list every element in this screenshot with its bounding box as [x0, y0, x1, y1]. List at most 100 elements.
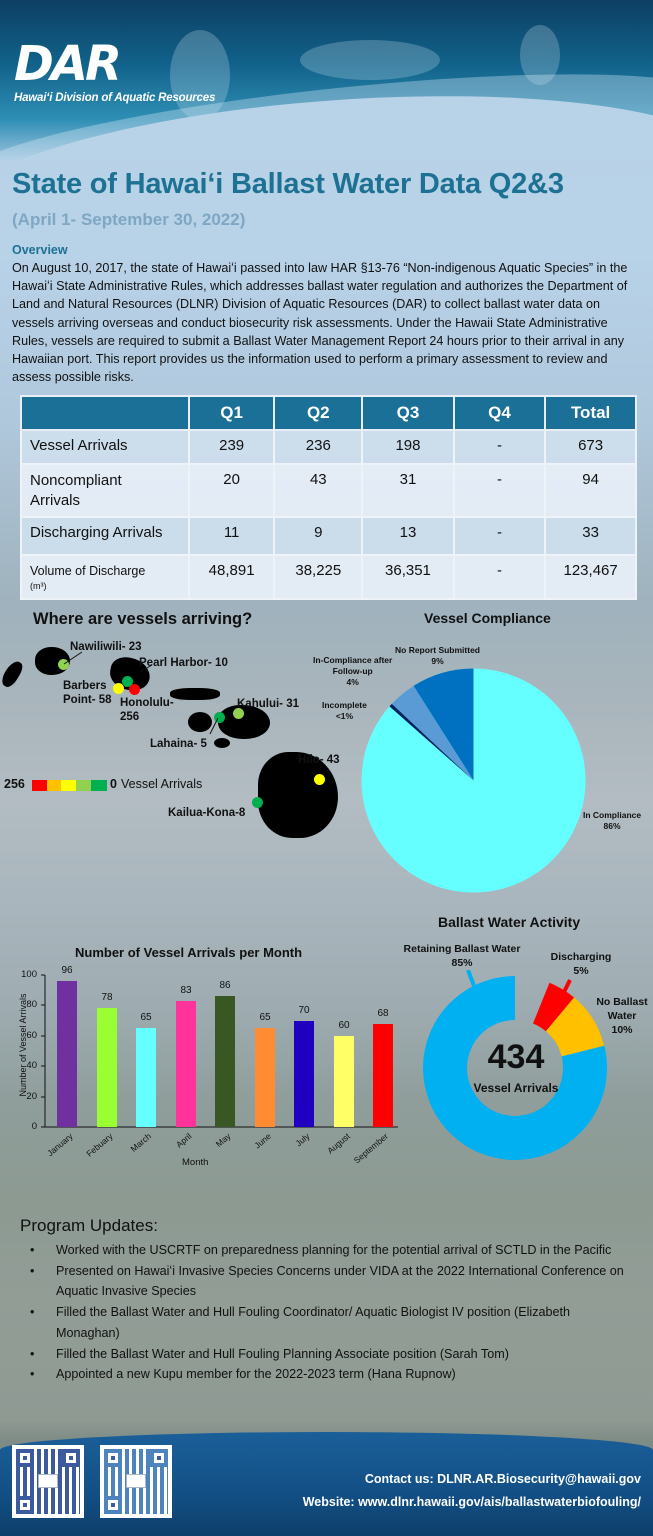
bar-august [334, 1036, 354, 1127]
qr-code-2[interactable] [100, 1445, 172, 1518]
turtle-silhouette [170, 30, 230, 120]
bar-march [136, 1028, 156, 1127]
ballast-activity-donut [423, 976, 607, 1160]
row-label: Vessel Arrivals [20, 429, 190, 465]
lanai-island [188, 712, 212, 732]
donut-center-value: 434 [487, 1038, 545, 1076]
table-cell: 48,891 [187, 554, 276, 600]
table-cell: - [452, 554, 547, 600]
list-item: • Appointed a new Kupu member for the 202… [30, 1367, 456, 1382]
maui-island [218, 705, 270, 739]
table-cell: 33 [544, 516, 637, 556]
donut-center-label: Vessel Arrivals [473, 1081, 559, 1095]
table-cell: - [452, 463, 547, 518]
table-header-row: Q1 Q2 Q3 Q4 Total [20, 395, 637, 431]
bar-value: 78 [101, 992, 113, 1003]
compliance-chart-title: Vessel Compliance [424, 610, 551, 626]
port-dot-pearl-harbor [122, 676, 133, 687]
contact-email[interactable]: Contact us: DLNR.AR.Biosecurity@hawaii.g… [364, 1472, 641, 1486]
table-cell: 239 [187, 429, 276, 465]
donut-leader-lines [466, 970, 572, 993]
bar-february [97, 1008, 117, 1127]
table-row: Volume of Discharge (m³) 48,891 38,225 3… [20, 554, 637, 600]
list-item: • Worked with the USCRTF on preparedness … [30, 1243, 612, 1257]
table-cell: 198 [361, 429, 455, 465]
list-item: • Presented on Hawaiʻi Invasive Species C… [30, 1263, 624, 1299]
bar-value: 68 [377, 1008, 389, 1019]
overview-heading: Overview [12, 243, 68, 257]
x-tick-label: August [324, 1131, 352, 1156]
bar-january [57, 981, 77, 1127]
bar-value: 65 [140, 1012, 152, 1023]
table-header-cell: Q2 [273, 395, 364, 431]
port-label-honolulu: Honolulu- 256 [120, 697, 174, 723]
table-row: Vessel Arrivals 239 236 198 - 673 [20, 429, 637, 465]
table-header-cell: Q1 [187, 395, 276, 431]
donut-slice-retaining [423, 976, 607, 1160]
table-row: Discharging Arrivals 11 9 13 - 33 [20, 516, 637, 556]
table-cell: 123,467 [544, 554, 637, 600]
x-tick-label: Febuary [84, 1131, 115, 1159]
table-cell: 20 [187, 463, 276, 518]
bar-july [294, 1021, 314, 1127]
legend-min: 0 [110, 777, 117, 791]
table-cell: 9 [273, 516, 364, 556]
bar-value: 96 [61, 965, 73, 976]
bar-value: 70 [298, 1005, 310, 1016]
donut-label-no-ballast: No Ballast Water 10% [596, 996, 648, 1036]
port-label-kailua-kona: Kailua-Kona-8 [168, 807, 246, 819]
donut-label-retaining: Retaining Ballast Water 85% [403, 943, 521, 969]
port-label-nawiliwili: Nawiliwili- 23 [70, 641, 142, 653]
quarterly-data-table: Q1 Q2 Q3 Q4 Total Vessel Arrivals 239 23… [20, 395, 637, 600]
list-item: • Filled the Ballast Water and Hull Fouli… [30, 1305, 571, 1340]
page-subtitle: (April 1- September 30, 2022) [12, 210, 246, 229]
port-label-pearl-harbor: Pearl Harbor- 10 [139, 657, 228, 669]
donut-chart-title: Ballast Water Activity [438, 914, 581, 930]
qr-code-1[interactable] [12, 1445, 84, 1518]
port-dot-lahaina [214, 712, 225, 723]
list-item: • Filled the Ballast Water and Hull Fouli… [30, 1346, 509, 1361]
map-title: Where are vessels arriving? [33, 610, 253, 628]
table-cell: 31 [361, 463, 455, 518]
port-dot-nawiliwili [58, 659, 69, 670]
port-label-barbers-point: Barbers Point- 58 [63, 680, 112, 706]
port-dot-honolulu [129, 684, 140, 695]
pie-slice-follow-up [391, 685, 474, 781]
bar-may [215, 996, 235, 1127]
shark-silhouette [300, 40, 440, 80]
table-header-cell: Total [544, 395, 637, 431]
bar-value: 65 [259, 1012, 271, 1023]
pie-slice-incomplete [389, 703, 474, 781]
donut-slice-discharging [423, 976, 607, 1160]
table-cell: - [452, 516, 547, 556]
table-header-cell: Q3 [361, 395, 455, 431]
bar-chart-axes [41, 974, 398, 1128]
map-leader-lines [63, 651, 219, 735]
port-dot-kahului [233, 708, 244, 719]
x-tick-label: June [251, 1131, 273, 1151]
unit-label: (m³) [30, 581, 47, 591]
website-link[interactable]: Website: www.dlnr.hawaii.gov/ais/ballast… [302, 1495, 641, 1509]
table-cell: 11 [187, 516, 276, 556]
bar-april [176, 1001, 196, 1127]
port-dot-kailua-kona [252, 797, 263, 808]
bar-value: 83 [180, 985, 192, 996]
legend-swatch [47, 780, 63, 791]
pie-label-in-compliance: In Compliance 86% [583, 810, 642, 831]
kahoolawe-island [214, 738, 230, 748]
table-cell: 673 [544, 429, 637, 465]
table-header-cell: Q4 [452, 395, 547, 431]
donut-label-discharging: Discharging 5% [550, 951, 612, 977]
header-banner [0, 0, 653, 160]
port-label-hilo: Hilo- 43 [298, 754, 340, 766]
big-island [258, 752, 338, 838]
table-cell: 13 [361, 516, 455, 556]
table-cell: 236 [273, 429, 364, 465]
pie-label-incomplete: Incomplete <1% [322, 700, 367, 721]
molokai-island [170, 688, 220, 700]
table-row: Noncompliant Arrivals 20 43 31 - 94 [20, 463, 637, 518]
bar-chart-xlabel: Month [182, 1157, 209, 1168]
table-cell: 94 [544, 463, 637, 518]
legend-label: Vessel Arrivals [121, 777, 203, 791]
compliance-pie-chart [361, 668, 586, 893]
